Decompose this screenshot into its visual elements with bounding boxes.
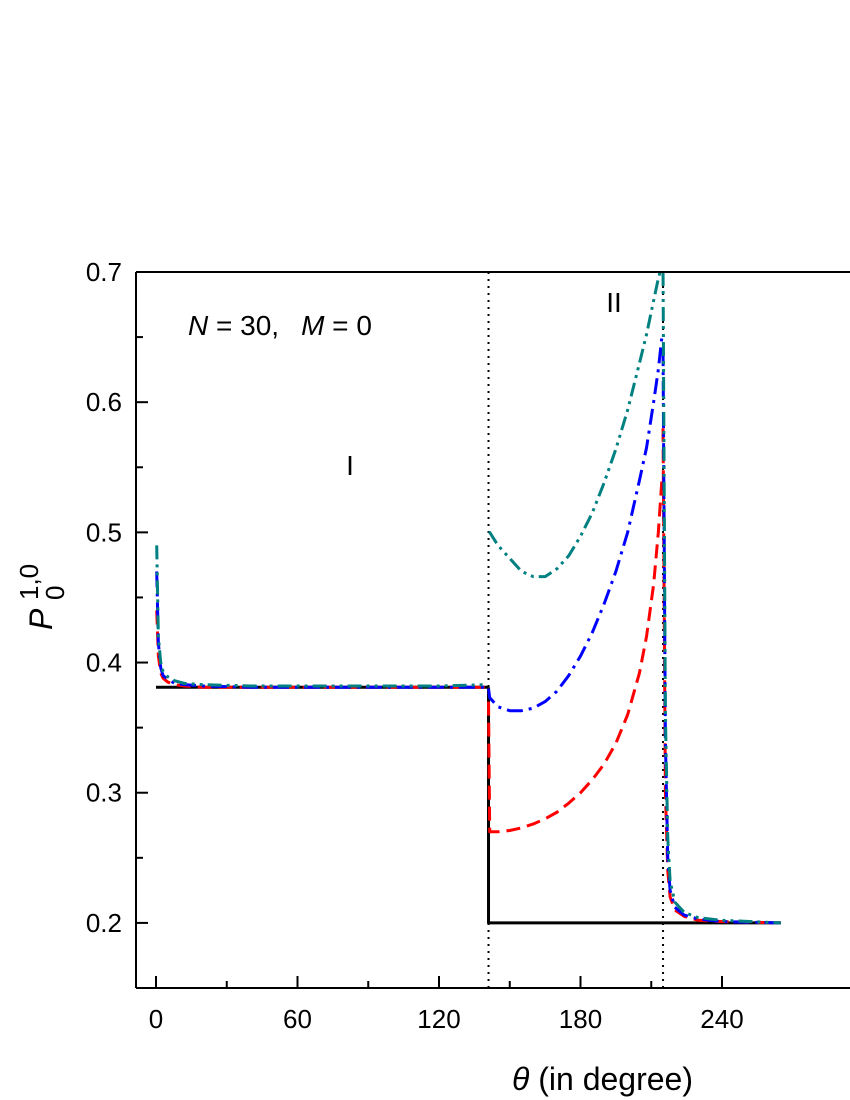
x-tick-label: 120 <box>417 1004 460 1034</box>
x-axis-symbol: θ <box>512 1061 530 1097</box>
region-label-i: I <box>346 450 354 481</box>
param-annotation: N = 30, M = 0 <box>188 310 372 341</box>
y-axis-symbol: P <box>23 608 59 630</box>
series-2 <box>155 336 781 925</box>
series-line <box>155 545 487 688</box>
x-axis-title: θ (in degree) <box>512 1061 693 1097</box>
series-line <box>487 336 664 713</box>
y-axis-subscript: 0 <box>40 586 70 600</box>
y-tick-label: 0.3 <box>86 778 122 808</box>
series-3 <box>155 272 782 925</box>
x-tick-label: 180 <box>559 1004 602 1034</box>
y-ticks: 0.2 0.3 0.4 0.5 0.6 0.7 <box>86 257 148 938</box>
series-line <box>661 272 782 925</box>
y-tick-label: 0.6 <box>86 387 122 417</box>
y-tick-label: 0.2 <box>86 908 122 938</box>
y-tick-label: 0.7 <box>86 257 122 287</box>
x-axis-text: (in degree) <box>529 1061 693 1097</box>
series-line <box>487 687 664 925</box>
param-m-value: = 0 <box>324 310 371 341</box>
x-tick-label: 60 <box>283 1004 312 1034</box>
series-1 <box>155 428 781 925</box>
y-axis-title: P 1,0 0 <box>14 564 70 630</box>
y-axis-superscript: 1,0 <box>14 564 44 600</box>
series-line <box>487 480 664 834</box>
series-line <box>661 350 781 925</box>
series-0 <box>156 685 781 925</box>
series-line <box>488 272 662 579</box>
x-tick-label: 0 <box>149 1004 163 1034</box>
series-line <box>155 610 487 689</box>
region-label-ii: II <box>606 287 622 318</box>
param-n-value: = 30, <box>208 310 279 341</box>
series-line <box>155 571 487 689</box>
param-n-symbol: N <box>188 310 209 341</box>
series-line <box>661 428 781 925</box>
x-tick-label: 240 <box>700 1004 743 1034</box>
region-divider-lines <box>487 272 665 988</box>
x-ticks: 0 60 120 180 240 <box>149 976 744 1034</box>
y-tick-label: 0.5 <box>86 517 122 547</box>
param-m-symbol: M <box>301 310 325 341</box>
y-tick-label: 0.4 <box>86 648 122 678</box>
series-layer <box>155 272 782 925</box>
